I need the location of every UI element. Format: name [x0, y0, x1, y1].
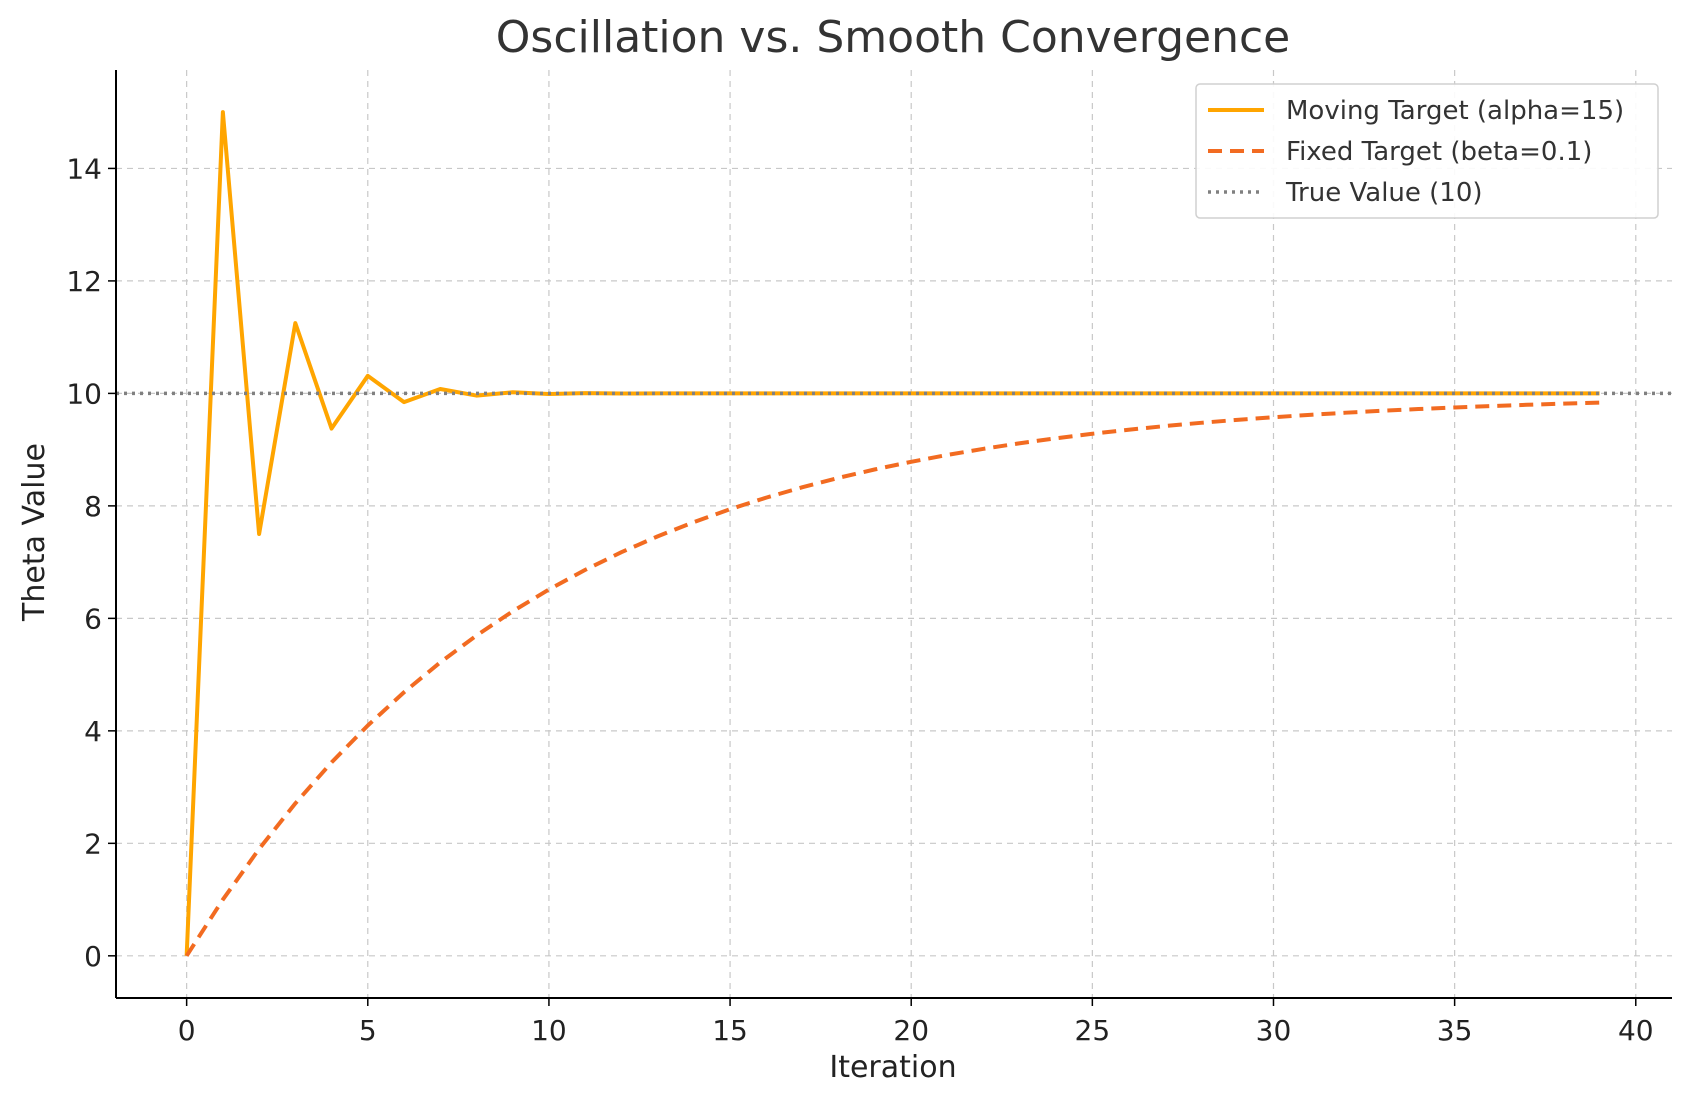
x-tick-label: 0: [178, 1014, 196, 1047]
grid: [116, 70, 1672, 998]
series-line-2: [184, 400, 1600, 957]
legend-box: [1195, 83, 1659, 219]
x-tick-label: 30: [1256, 1014, 1292, 1047]
y-tick-labels: 0 2 4 6 8 10 12 14: [66, 152, 102, 972]
y-tick-label: 6: [84, 602, 102, 635]
y-axis-label: Theta Value: [17, 443, 52, 622]
y-tick-label: 4: [84, 715, 102, 748]
legend: Moving Target (alpha=15) Fixed Target (be…: [1195, 83, 1659, 219]
y-tick-label: 8: [84, 490, 102, 523]
series-line-1: [184, 110, 1600, 956]
x-tick-labels: 0 5 10 15 20 25 30 35 40: [178, 1014, 1654, 1047]
x-tick-label: 35: [1437, 1014, 1473, 1047]
x-tick-label: 25: [1075, 1014, 1111, 1047]
legend-label: Moving Target (alpha=15): [1286, 96, 1624, 126]
legend-label: Fixed Target (beta=0.1): [1286, 137, 1592, 167]
x-tick-label: 20: [893, 1014, 929, 1047]
y-tick-label: 12: [66, 265, 102, 298]
legend-label: True Value (10): [1285, 178, 1483, 208]
x-tick-label: 15: [712, 1014, 748, 1047]
chart-title: Oscillation vs. Smooth Convergence: [496, 12, 1290, 63]
plot-series: [116, 110, 1672, 957]
x-tick-label: 10: [531, 1014, 567, 1047]
y-tick-label: 2: [84, 827, 102, 860]
y-tick-label: 0: [84, 940, 102, 973]
y-tick-label: 10: [66, 377, 102, 410]
x-tick-label: 40: [1618, 1014, 1654, 1047]
x-tick-label: 5: [359, 1014, 377, 1047]
x-axis-label: Iteration: [829, 1050, 956, 1085]
y-tick-label: 14: [66, 152, 102, 185]
axes: [108, 70, 1672, 1006]
